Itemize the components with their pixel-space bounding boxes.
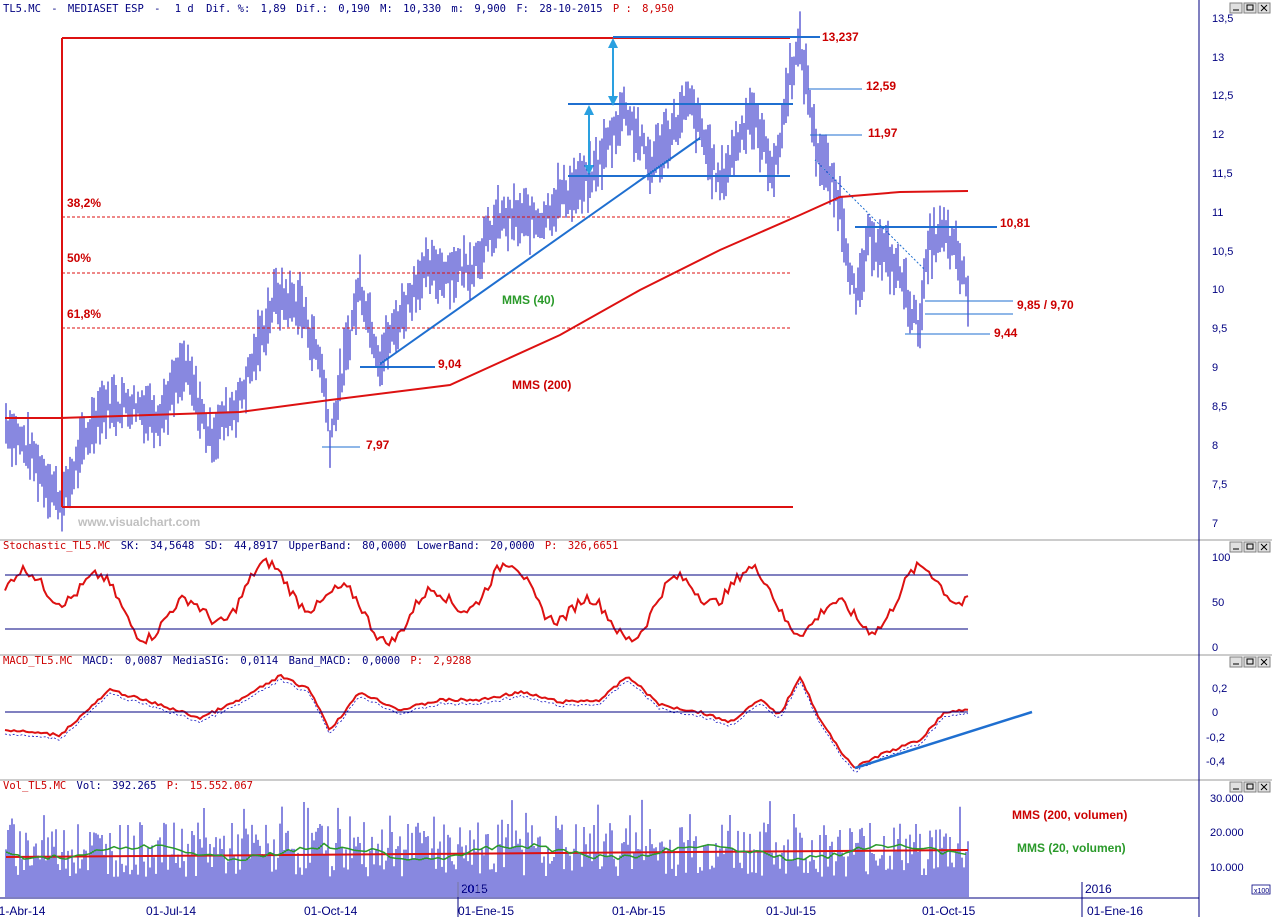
- y-tick: 7: [1212, 518, 1218, 530]
- macd-signal-line: [4, 678, 969, 773]
- series-label-mms200: MMS (200): [512, 378, 571, 392]
- minimize-icon[interactable]: [1229, 2, 1243, 14]
- minimize-icon[interactable]: [1229, 656, 1243, 668]
- y-tick: 13: [1212, 52, 1224, 64]
- year-markers: 2015 2016: [457, 882, 1112, 917]
- macd-line: [4, 673, 969, 770]
- series-label-mms40: MMS (40): [502, 293, 555, 307]
- level-label: 9,04: [438, 357, 462, 371]
- macd-header: MACD_TL5.MC MACD: 0,0087 MediaSIG: 0,011…: [3, 655, 471, 667]
- year-marker: 2016: [1085, 882, 1112, 896]
- support-resistance: 38,2% 50% 61,8% 13,237 12,59 11,97 10,81…: [61, 30, 1074, 508]
- x-tick: 01-Abr-14: [0, 904, 46, 917]
- x-axis: 01-Abr-14 01-Jul-14 01-Oct-14 01-Ene-15 …: [0, 897, 1199, 917]
- moving-averages: [5, 190, 969, 419]
- y-tick: 10.000: [1210, 862, 1244, 874]
- stochastic-header: Stochastic_TL5.MC SK: 34,5648 SD: 44,891…: [3, 540, 618, 552]
- y-tick: 11: [1212, 207, 1223, 219]
- fib-label: 38,2%: [67, 196, 101, 210]
- x-tick: 01-Ene-16: [1087, 904, 1143, 917]
- macd-panel: [4, 673, 969, 773]
- y-tick: 0: [1212, 642, 1218, 654]
- y-tick: 11,5: [1212, 168, 1233, 180]
- level-label: 7,97: [366, 438, 390, 452]
- y-tick: 0,2: [1212, 683, 1227, 695]
- x-tick: 01-Jul-15: [766, 904, 816, 917]
- volume-mms200-line: [5, 849, 969, 858]
- y-tick: 20.000: [1210, 827, 1244, 839]
- volume-mms20-line: [5, 842, 967, 862]
- x-tick: 01-Abr-15: [612, 904, 666, 917]
- level-label: 10,81: [1000, 216, 1030, 230]
- volume-unit: x100: [1254, 888, 1269, 895]
- x-tick: 01-Ene-15: [458, 904, 514, 917]
- stochastic-bands: [5, 574, 968, 630]
- level-label: 9,85 / 9,70: [1017, 298, 1074, 312]
- volume-legend-mms20: MMS (20, volumen): [1017, 841, 1126, 855]
- y-tick: 7,5: [1212, 479, 1227, 491]
- maximize-icon[interactable]: [1243, 781, 1257, 793]
- panel-window-controls: [1229, 2, 1271, 793]
- y-tick: 13,5: [1212, 13, 1233, 25]
- y-tick: 9: [1212, 362, 1218, 374]
- x-tick: 01-Jul-14: [146, 904, 196, 917]
- stochastic-panel: [4, 557, 969, 647]
- x-tick: 01-Oct-15: [922, 904, 976, 917]
- minimize-icon[interactable]: [1229, 781, 1243, 793]
- macd-static: [5, 710, 1033, 770]
- macd-y-axis: 0,2 0 -0,2 -0,4: [1206, 683, 1227, 768]
- y-tick: 12: [1212, 129, 1224, 141]
- x-tick: 01-Oct-14: [304, 904, 358, 917]
- y-tick: 10: [1212, 284, 1224, 296]
- fib-label: 50%: [67, 251, 91, 265]
- price-bars: [5, 11, 969, 532]
- stochastic-sk-line: [4, 557, 969, 647]
- volume-legend-mms200: MMS (200, volumen): [1012, 808, 1127, 822]
- y-tick: -0,2: [1206, 732, 1225, 744]
- volume-header: Vol_TL5.MC Vol: 392.265 P: 15.552.067: [3, 780, 253, 792]
- y-tick: 8,5: [1212, 401, 1227, 413]
- price-header: TL5.MC - MEDIASET ESP - 1 d Dif. %: 1,89…: [3, 3, 674, 15]
- series-line-mms200: [5, 190, 969, 419]
- level-label: 9,44: [994, 326, 1018, 340]
- volume-panel: [5, 799, 969, 897]
- level-label: 12,59: [866, 79, 896, 93]
- y-tick: 12,5: [1212, 90, 1233, 102]
- level-label: 11,97: [868, 126, 898, 140]
- y-tick: 9,5: [1212, 323, 1227, 335]
- minimize-icon[interactable]: [1229, 541, 1243, 553]
- maximize-icon[interactable]: [1243, 2, 1257, 14]
- volume-y-axis: 30.000 20.000 10.000 x100: [1210, 793, 1271, 895]
- year-marker: 2015: [461, 882, 488, 896]
- fib-label: 61,8%: [67, 307, 101, 321]
- y-tick: 0: [1212, 707, 1218, 719]
- maximize-icon[interactable]: [1243, 541, 1257, 553]
- price-y-axis: 13,5 13 12,5 12 11,5 11 10,5 10 9,5 9 8,…: [1212, 13, 1233, 530]
- y-tick: 50: [1212, 597, 1224, 609]
- y-tick: 100: [1212, 552, 1230, 564]
- stochastic-y-axis: 100 50 0: [1212, 552, 1230, 654]
- y-tick: 30.000: [1210, 793, 1244, 805]
- watermark: www.visualchart.com: [77, 515, 200, 529]
- y-tick: -0,4: [1206, 756, 1225, 768]
- y-tick: 10,5: [1212, 246, 1233, 258]
- y-tick: 8: [1212, 440, 1218, 452]
- level-label: 13,237: [822, 30, 859, 44]
- maximize-icon[interactable]: [1243, 656, 1257, 668]
